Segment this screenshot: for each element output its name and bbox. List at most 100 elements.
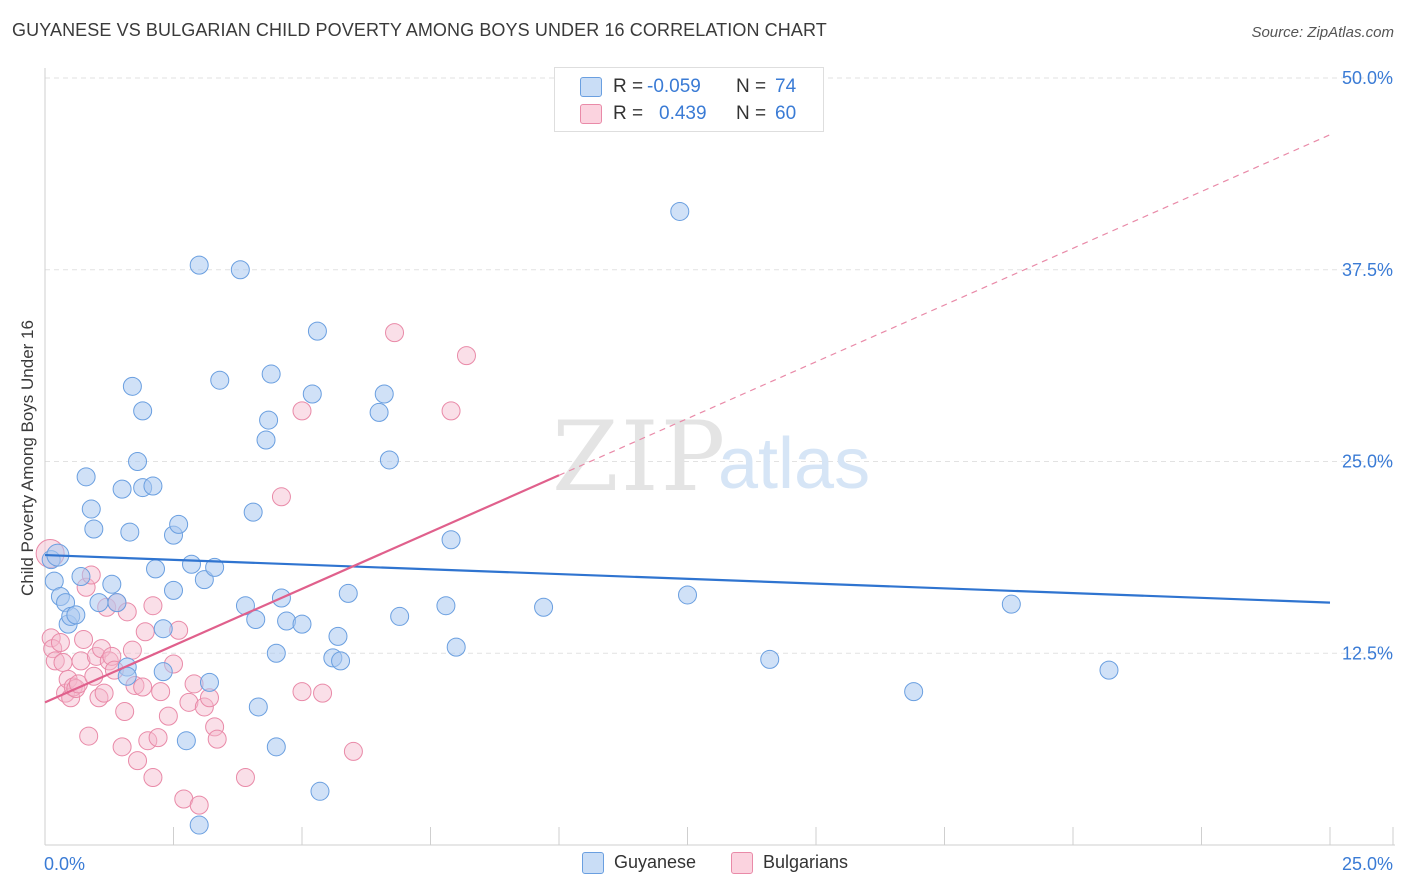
x-tick-label: 25.0%: [1342, 854, 1393, 874]
bulgarians-point: [43, 639, 63, 659]
bulgarians-point: [115, 702, 135, 722]
bulgarians-point: [112, 737, 132, 757]
guyanese-trend-line: [44, 553, 1331, 604]
guyanese-point: [670, 201, 690, 221]
bulgarians-point: [343, 741, 363, 761]
legend-n-label: N =: [736, 76, 767, 97]
legend-n-label: N =: [736, 103, 767, 124]
bulgarians-point: [143, 768, 163, 788]
guyanese-swatch: [580, 77, 602, 97]
guyanese-point: [199, 672, 219, 692]
bulgarians-legend-swatch: [731, 852, 753, 874]
guyanese-point: [248, 697, 268, 717]
bulgarians-point: [102, 646, 122, 666]
bulgarians-point: [292, 682, 312, 702]
bulgarians-point: [128, 751, 148, 771]
guyanese-point: [176, 731, 196, 751]
guyanese-point: [189, 815, 209, 835]
y-axis-label: Child Poverty Among Boys Under 16: [18, 320, 37, 596]
tick-labels: 12.5% 25.0% 37.5% 50.0% 0.0% 25.0%: [44, 68, 1393, 874]
bulgarians-point: [179, 692, 199, 712]
guyanese-point: [277, 611, 297, 631]
guyanese-point: [210, 370, 230, 390]
guyanese-point: [266, 737, 286, 757]
guyanese-point: [379, 450, 399, 470]
guyanese-point: [1001, 594, 1021, 614]
x-tick-label: 0.0%: [44, 854, 85, 874]
guyanese-point: [246, 610, 266, 630]
bulgarians-point: [148, 728, 168, 748]
y-tick-label: 50.0%: [1342, 68, 1393, 88]
guyanese-point: [328, 626, 348, 646]
axes: [44, 68, 1395, 846]
guyanese-point: [205, 557, 225, 577]
bulgarians-point: [74, 629, 94, 649]
bulgarians-point: [385, 323, 405, 343]
guyanese-point: [84, 519, 104, 539]
bulgarians-point: [135, 622, 155, 642]
guyanese-legend-swatch: [582, 852, 604, 874]
bulgarians-point: [92, 639, 112, 659]
bulgarians-legend-label: Bulgarians: [763, 852, 849, 872]
bulgarians-point: [292, 401, 312, 421]
guyanese-point: [120, 522, 140, 542]
bulgarians-point: [53, 652, 73, 672]
legend-r-label: R =: [613, 76, 644, 97]
guyanese-point: [243, 502, 263, 522]
bulgarians-point: [235, 768, 255, 788]
guyanese-point: [71, 567, 91, 587]
legend-r-value: -0.059: [647, 76, 701, 97]
y-tick-label: 25.0%: [1342, 452, 1393, 472]
bulgarians-point: [207, 729, 227, 749]
bulgarians-point: [71, 651, 91, 671]
guyanese-point: [374, 384, 394, 404]
watermark-zip: ZIP: [552, 401, 727, 513]
guyanese-point: [266, 643, 286, 663]
guyanese-point: [760, 649, 780, 669]
guyanese-point: [441, 530, 461, 550]
guyanese-point: [66, 605, 86, 625]
source-label: Source: ZipAtlas.com: [1251, 24, 1394, 41]
bulgarians-point: [122, 640, 142, 660]
guyanese-point: [117, 666, 137, 686]
bulgarians-point: [194, 697, 214, 717]
guyanese-point: [153, 619, 173, 639]
bulgarians-swatch: [580, 104, 602, 124]
guyanese-point: [256, 430, 276, 450]
guyanese-point: [112, 479, 132, 499]
watermark-atlas: atlas: [718, 424, 870, 504]
guyanese-point: [436, 596, 456, 616]
bulgarians-point: [189, 795, 209, 815]
guyanese-point: [153, 662, 173, 682]
guyanese-point: [128, 452, 148, 471]
bulgarians-point: [50, 633, 70, 653]
bulgarians-point: [205, 717, 225, 737]
guyanese-point: [331, 651, 351, 671]
guyanese-point: [102, 574, 122, 594]
chart-title: GUYANESE VS BULGARIAN CHILD POVERTY AMON…: [12, 20, 827, 40]
guyanese-point: [189, 255, 209, 275]
bulgarians-point: [94, 683, 114, 703]
guyanese-point: [369, 402, 389, 422]
bulgarians-point: [271, 487, 291, 507]
guyanese-point: [107, 593, 127, 613]
guyanese-point: [81, 499, 101, 519]
y-tick-label: 37.5%: [1342, 260, 1393, 280]
guyanese-point: [446, 637, 466, 657]
guyanese-point: [261, 364, 281, 384]
guyanese-point: [76, 467, 96, 487]
guyanese-point: [678, 585, 697, 605]
bulgarians-point: [79, 726, 99, 746]
guyanese-point: [230, 260, 250, 280]
guyanese-point: [292, 614, 312, 634]
guyanese-point: [164, 580, 183, 600]
bulgarians-point: [138, 731, 158, 751]
bulgarians-point: [45, 651, 65, 671]
watermark: ZIP atlas: [552, 401, 870, 513]
legend-r-value: 0.439: [659, 103, 707, 124]
bulgarians-point: [313, 683, 333, 703]
guyanese-point: [1099, 660, 1119, 680]
guyanese-point: [302, 384, 322, 404]
legend-n-value: 74: [775, 76, 797, 97]
